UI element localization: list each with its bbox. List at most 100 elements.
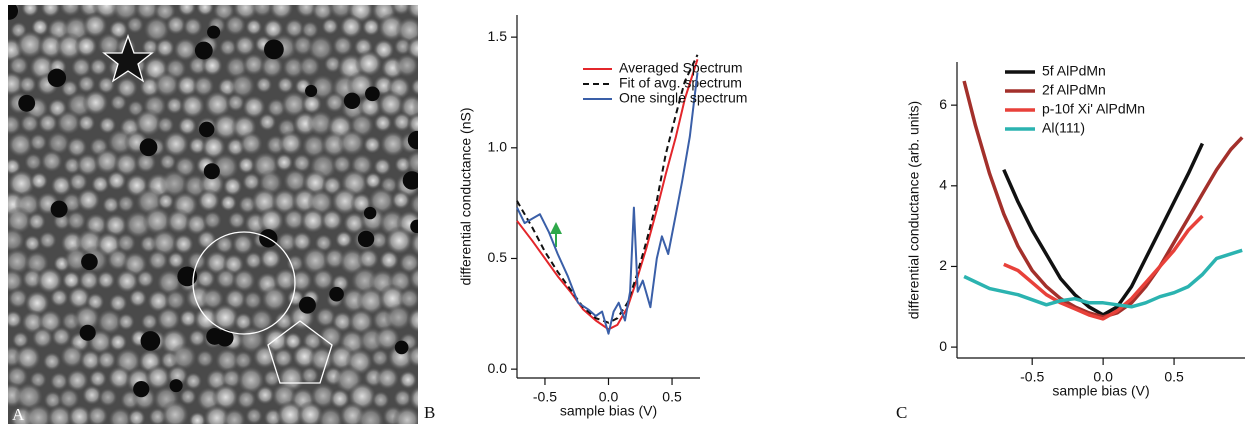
- image-blob: [8, 113, 23, 136]
- image-blob: [95, 308, 124, 336]
- image-blob: [81, 384, 103, 406]
- data-line: [516, 58, 699, 331]
- image-blob: [227, 210, 247, 230]
- image-blob: [50, 326, 72, 348]
- image-blob: [165, 14, 187, 36]
- image-blob: [186, 250, 208, 272]
- image-blob: [254, 75, 273, 94]
- image-blob: [406, 344, 418, 369]
- image-blob: [384, 303, 413, 332]
- x-tick-label: -0.5: [533, 389, 557, 405]
- image-blob: [257, 112, 277, 132]
- image-overlays: [102, 34, 333, 384]
- image-blob: [291, 230, 313, 253]
- legend-label: Averaged Spectrum: [619, 60, 742, 76]
- data-line: [516, 54, 699, 324]
- image-blob: [39, 5, 62, 19]
- image-blob: [418, 288, 443, 313]
- image-blob: [241, 171, 262, 192]
- image-blob: [355, 405, 386, 424]
- image-blob: [55, 109, 82, 136]
- image-blob: [354, 49, 384, 78]
- stm-image: [8, 5, 443, 424]
- image-dark-spot: [264, 39, 284, 60]
- image-dark-spot: [140, 331, 161, 351]
- image-blob: [109, 93, 128, 112]
- image-blob: [49, 174, 73, 197]
- image-blob: [276, 75, 295, 95]
- image-blob: [88, 368, 108, 389]
- y-tick-label: 0.5: [488, 249, 508, 265]
- image-blob: [164, 288, 187, 312]
- image-blob: [258, 247, 283, 271]
- image-blob: [23, 152, 44, 172]
- image-blob: [300, 93, 323, 115]
- image-blob: [175, 73, 199, 98]
- annotation-arrow: [550, 222, 562, 247]
- image-blob: [394, 52, 418, 79]
- image-blob: [154, 37, 176, 59]
- image-blob: [268, 5, 295, 21]
- image-blob: [222, 175, 244, 197]
- image-blob: [203, 90, 232, 119]
- image-blob: [299, 207, 327, 234]
- image-blob: [77, 269, 101, 292]
- image-blob: [96, 270, 116, 290]
- pentagon-marker: [267, 320, 333, 384]
- legend-label: p-10f Xi' AlPdMn: [1042, 101, 1145, 117]
- image-blob: [300, 365, 320, 386]
- image-blob: [8, 287, 29, 310]
- image-dark-spot: [343, 92, 361, 110]
- image-blob: [406, 112, 418, 136]
- image-dark-spot: [198, 121, 215, 138]
- image-blob: [316, 406, 345, 424]
- x-tick-label: 0.0: [1093, 369, 1113, 385]
- image-blob: [285, 253, 305, 273]
- image-blob: [334, 230, 354, 249]
- image-blob: [159, 168, 190, 199]
- image-blob: [238, 131, 264, 157]
- image-blob: [179, 92, 206, 120]
- image-blob: [76, 113, 96, 133]
- data-line: [516, 72, 699, 335]
- image-blob: [177, 115, 198, 137]
- image-blob: [187, 328, 207, 348]
- image-blob: [144, 364, 172, 391]
- image-blob: [375, 365, 400, 391]
- image-blob: [196, 229, 218, 251]
- image-blob: [407, 265, 418, 292]
- image-blob: [108, 292, 129, 314]
- image-blob: [371, 390, 391, 410]
- image-blob: [28, 132, 48, 152]
- image-blob: [233, 34, 257, 57]
- image-blob: [108, 332, 128, 352]
- image-blob: [158, 152, 177, 172]
- image-blob: [106, 170, 128, 192]
- image-blob: [308, 345, 336, 373]
- image-blob: [357, 247, 380, 271]
- image-dark-spot: [357, 230, 375, 248]
- image-blob: [46, 404, 74, 424]
- image-blob: [379, 129, 407, 158]
- image-blob: [244, 406, 264, 424]
- image-blob: [169, 343, 198, 372]
- image-blob: [306, 34, 335, 63]
- image-blob: [76, 73, 97, 94]
- image-blob: [26, 211, 47, 232]
- image-blob: [166, 250, 186, 270]
- image-blob: [65, 368, 90, 393]
- circle-marker: [192, 231, 296, 335]
- image-blob: [377, 90, 405, 119]
- image-blob: [17, 74, 38, 95]
- image-dark-spot: [305, 84, 318, 98]
- image-blob: [178, 387, 198, 406]
- image-blob: [82, 89, 110, 117]
- image-blob: [331, 153, 353, 175]
- image-blob: [61, 270, 82, 291]
- image-blob: [39, 149, 64, 173]
- image-blob: [97, 115, 117, 135]
- y-axis-label: differential conductance (arb. units): [906, 101, 922, 319]
- image-blob: [134, 151, 158, 174]
- image-blob: [250, 5, 275, 19]
- image-blob: [42, 351, 62, 372]
